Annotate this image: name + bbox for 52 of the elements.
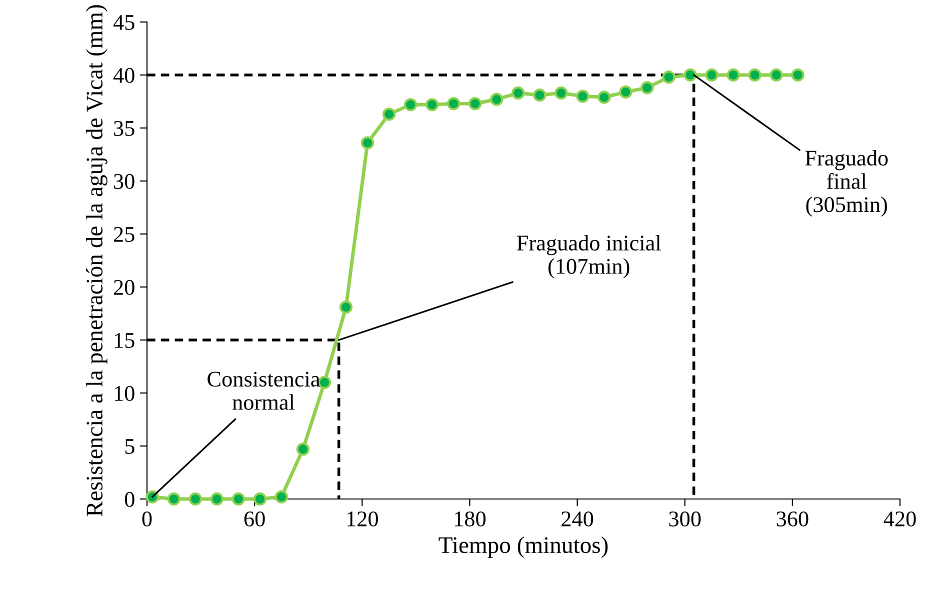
point: [468, 97, 482, 110]
y-tick-label: 0: [124, 492, 134, 507]
point: [339, 300, 353, 314]
point: [748, 68, 762, 82]
point: [533, 88, 546, 102]
point: [490, 92, 504, 106]
x-axis-title: Tiempo (minutos): [438, 536, 608, 558]
y-tick-label: 40: [113, 68, 134, 83]
annotation: Fraguado inicial (107min): [516, 234, 661, 278]
x-tick-label: 180: [455, 511, 486, 526]
point: [360, 136, 374, 150]
point: [296, 442, 310, 456]
x-tick-label: 120: [347, 511, 378, 526]
y-tick-label: 10: [114, 386, 134, 401]
point: [791, 68, 804, 82]
point: [253, 492, 267, 506]
y-tick-label: 15: [114, 333, 134, 348]
point: [404, 98, 418, 112]
point: [274, 490, 288, 504]
y-tick-label: 25: [114, 226, 134, 242]
x-tick-label: 60: [244, 511, 265, 526]
point: [576, 90, 590, 103]
point: [770, 68, 783, 82]
point: [684, 68, 697, 82]
x-tick-label: 420: [884, 511, 916, 526]
y-axis-title: Resistencia a la penetración de la aguja de Vicat (mm): [86, 5, 108, 516]
point: [705, 68, 718, 82]
point: [425, 98, 439, 112]
point: [232, 492, 246, 506]
point: [382, 108, 396, 121]
point: [167, 492, 180, 506]
point: [188, 492, 202, 506]
x-tick-label: 300: [669, 511, 701, 526]
x-tick-label: 240: [562, 511, 594, 526]
y-tick-label: 45: [113, 15, 134, 30]
point: [640, 81, 654, 94]
y-tick-label: 30: [114, 174, 134, 189]
annotation: Fraguado final (305min): [805, 150, 888, 217]
point: [446, 97, 460, 110]
annotation: Consistencia normal: [208, 372, 320, 410]
y-tick-label: 5: [125, 439, 134, 454]
point: [554, 86, 568, 100]
point: [598, 90, 611, 104]
y-tick-label: 20: [114, 280, 134, 295]
point: [210, 492, 224, 506]
point: [726, 68, 740, 82]
point: [662, 70, 676, 84]
x-tick-label: 360: [776, 511, 808, 526]
x-tick-label: 0: [142, 511, 152, 526]
point: [619, 85, 632, 99]
y-tick-label: 35: [114, 120, 134, 136]
point: [512, 86, 525, 100]
